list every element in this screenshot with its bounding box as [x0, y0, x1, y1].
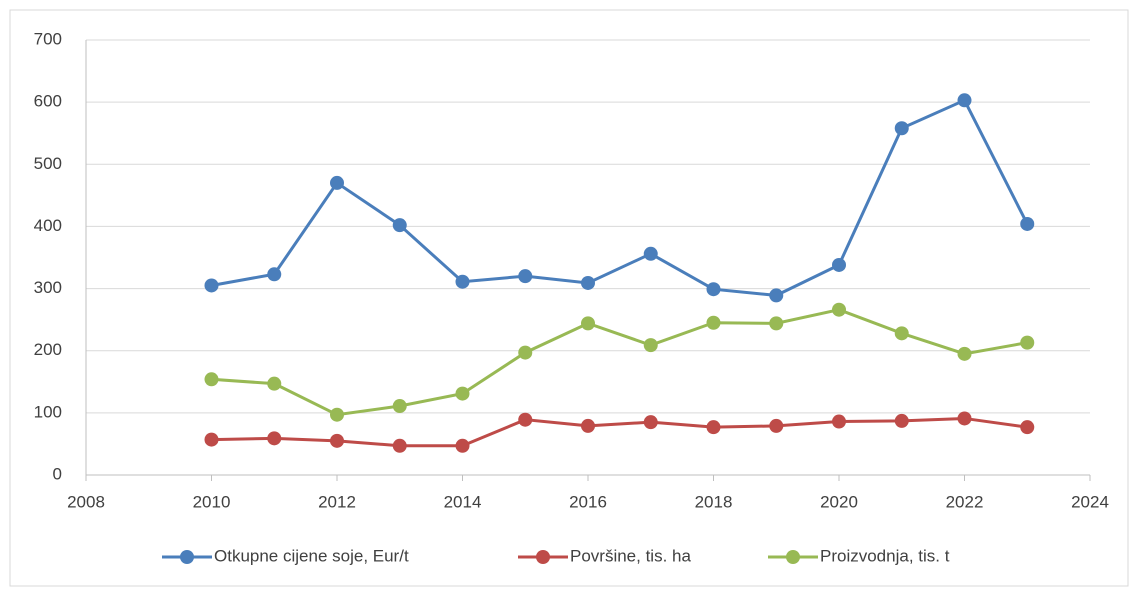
data-point	[330, 433, 344, 448]
y-tick-label: 700	[34, 29, 62, 48]
x-tick-label: 2018	[695, 492, 733, 511]
legend-marker	[786, 550, 800, 564]
series-line	[211, 416, 1028, 448]
data-point	[455, 386, 470, 401]
legend-marker	[536, 550, 550, 564]
chart-frame	[9, 9, 1129, 587]
data-point	[518, 412, 533, 427]
data-point	[581, 316, 595, 331]
data-point	[330, 175, 344, 190]
data-point	[643, 338, 658, 353]
data-point	[894, 326, 909, 341]
data-point	[392, 399, 407, 414]
data-point	[832, 414, 846, 429]
series-line	[211, 308, 1028, 417]
y-tick-label: 600	[34, 92, 62, 111]
x-tick-label: 2016	[569, 492, 607, 511]
y-tick-label: 400	[34, 216, 62, 235]
y-tick-label: 300	[34, 278, 62, 297]
data-point	[957, 93, 972, 108]
legend-marker	[180, 550, 194, 564]
y-tick-label: 100	[34, 402, 62, 421]
data-point	[957, 346, 972, 361]
data-point	[1020, 216, 1035, 231]
x-tick-label: 2008	[67, 492, 105, 511]
data-point	[706, 315, 721, 330]
data-point	[518, 269, 533, 284]
data-point	[769, 288, 784, 303]
legend-label: Otkupne cijene soje, Eur/t	[214, 546, 409, 565]
data-point	[392, 438, 407, 453]
data-point	[1020, 335, 1035, 350]
data-point	[706, 420, 721, 435]
data-point	[455, 438, 470, 453]
series-line	[211, 98, 1029, 297]
data-point	[267, 267, 282, 282]
data-point	[894, 121, 909, 136]
data-point	[204, 278, 219, 293]
data-point	[957, 411, 972, 426]
x-tick-label: 2024	[1071, 492, 1109, 511]
legend-label: Proizvodnja, tis. t	[820, 546, 950, 565]
data-point	[267, 376, 282, 391]
data-point	[204, 432, 219, 447]
data-point	[832, 257, 846, 272]
data-point	[455, 274, 470, 289]
data-point	[643, 415, 658, 430]
y-tick-label: 200	[34, 340, 62, 359]
data-point	[832, 302, 846, 317]
data-point	[330, 407, 344, 422]
x-tick-label: 2010	[193, 492, 231, 511]
y-tick-label: 500	[34, 154, 62, 173]
x-tick-label: 2014	[444, 492, 482, 511]
data-point	[769, 418, 784, 433]
data-point	[1020, 420, 1035, 435]
data-point	[267, 431, 282, 446]
data-point	[894, 413, 909, 428]
y-tick-label: 0	[53, 464, 62, 483]
legend-label: Površine, tis. ha	[570, 546, 691, 565]
data-point	[643, 246, 658, 261]
data-point	[204, 372, 219, 387]
data-point	[581, 418, 595, 433]
x-tick-label: 2022	[946, 492, 984, 511]
x-tick-label: 2020	[820, 492, 858, 511]
data-point	[581, 275, 595, 290]
x-tick-label: 2012	[318, 492, 356, 511]
data-point	[769, 316, 784, 331]
data-point	[706, 282, 721, 297]
data-point	[518, 345, 533, 360]
data-point	[392, 218, 407, 233]
